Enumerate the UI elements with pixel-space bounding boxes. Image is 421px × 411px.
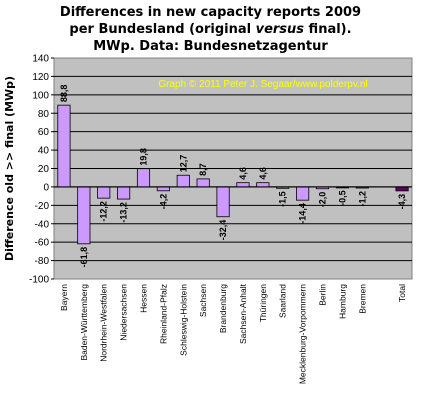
y-tick-label: 100 bbox=[32, 90, 49, 101]
data-label: -12,2 bbox=[99, 201, 109, 222]
bar bbox=[117, 186, 131, 200]
category-label: Mecklenburg-Vorpommern bbox=[298, 284, 308, 384]
category-label: Thüringen bbox=[258, 284, 268, 323]
category-label: Total bbox=[397, 284, 407, 302]
y-tick-label: 20 bbox=[38, 164, 50, 175]
category-label: Niedersachsen bbox=[119, 284, 129, 341]
y-tick-label: 40 bbox=[38, 146, 50, 157]
chart-title-line2-pre: per Bundesland (original bbox=[69, 22, 256, 37]
bar bbox=[77, 186, 91, 245]
y-tick-label: 0 bbox=[43, 182, 49, 193]
data-label: -1,2 bbox=[357, 191, 367, 207]
chart-title-line1: Differences in new capacity reports 2009 bbox=[59, 5, 362, 20]
bar bbox=[216, 186, 230, 218]
chart-title: Differences in new capacity reports 2009… bbox=[0, 4, 421, 55]
y-tick-label: -60 bbox=[35, 238, 50, 249]
y-axis-label: Difference old >> final (MWp) bbox=[3, 76, 16, 261]
category-label: Bremen bbox=[357, 284, 367, 314]
bar bbox=[176, 174, 190, 188]
data-label: -4,3 bbox=[397, 194, 407, 210]
y-tick-labels: -100 -80 -60 -40 -20 0 20 40 60 80 100 120 140 bbox=[29, 54, 54, 286]
category-label: Hessen bbox=[139, 284, 149, 313]
data-label: -0,5 bbox=[337, 190, 347, 206]
data-label: 4,6 bbox=[258, 167, 268, 180]
category-label: Nordrhein-Westfalen bbox=[99, 284, 109, 362]
chart-title-line3: MWp. Data: Bundesnetzagentur bbox=[93, 39, 328, 54]
data-label: 4,6 bbox=[238, 167, 248, 180]
data-label: -32,4 bbox=[218, 220, 228, 241]
category-label: Saarland bbox=[278, 284, 288, 318]
y-tick-label: -80 bbox=[35, 256, 50, 267]
data-label: -13,2 bbox=[119, 202, 129, 223]
bar bbox=[296, 186, 310, 201]
y-tick-label: -100 bbox=[29, 275, 49, 286]
y-tick-label: 80 bbox=[38, 109, 50, 120]
data-label: 88,8 bbox=[59, 85, 69, 103]
category-label: Sachsen bbox=[198, 284, 208, 317]
bar bbox=[236, 182, 250, 188]
chart-title-line2: per Bundesland (original versus final). bbox=[0, 21, 421, 38]
bar bbox=[196, 178, 210, 188]
data-labels: 88,8 -61,8 -12,2 -13,2 19,8 -4,2 12,7 8,7 -32,4 4… bbox=[59, 85, 407, 268]
category-label: Hamburg bbox=[337, 284, 347, 319]
category-label: Baden-Württemberg bbox=[79, 284, 89, 361]
data-label: -2,0 bbox=[318, 192, 328, 208]
data-label: -1,5 bbox=[278, 191, 288, 207]
y-tick-label: 140 bbox=[32, 54, 49, 65]
data-label: 8,7 bbox=[198, 163, 208, 176]
data-label: -14,4 bbox=[298, 203, 308, 224]
y-tick-label: 120 bbox=[32, 72, 49, 83]
bar bbox=[256, 182, 270, 188]
data-label: 19,8 bbox=[139, 148, 149, 166]
data-label: -61,8 bbox=[79, 247, 89, 268]
bars bbox=[57, 104, 409, 245]
bar bbox=[97, 186, 111, 199]
y-tick-label: -20 bbox=[35, 201, 50, 212]
chart-title-line2-post: final). bbox=[304, 22, 352, 37]
category-label: Brandenburg bbox=[218, 284, 228, 333]
data-label: 12,7 bbox=[178, 155, 188, 173]
y-tick-label: 60 bbox=[38, 127, 50, 138]
y-tick-label: -40 bbox=[35, 219, 50, 230]
category-label: Rheinland-Pfalz bbox=[158, 284, 168, 344]
chart-title-line2-em: versus bbox=[255, 22, 305, 37]
credit-text: Graph © 2011 Peter J. Segaar/www.polderp… bbox=[158, 79, 367, 90]
category-labels: Bayern Baden-Württemberg Nordrhein-Westfal… bbox=[59, 283, 407, 384]
data-label: -4,2 bbox=[158, 194, 168, 210]
bar bbox=[57, 104, 71, 188]
category-label: Sachsen-Anhalt bbox=[238, 283, 248, 344]
category-label: Bayern bbox=[59, 284, 69, 311]
bar bbox=[136, 168, 151, 188]
category-label: Schleswig-Holstein bbox=[178, 284, 188, 356]
category-label: Berlin bbox=[318, 284, 328, 306]
